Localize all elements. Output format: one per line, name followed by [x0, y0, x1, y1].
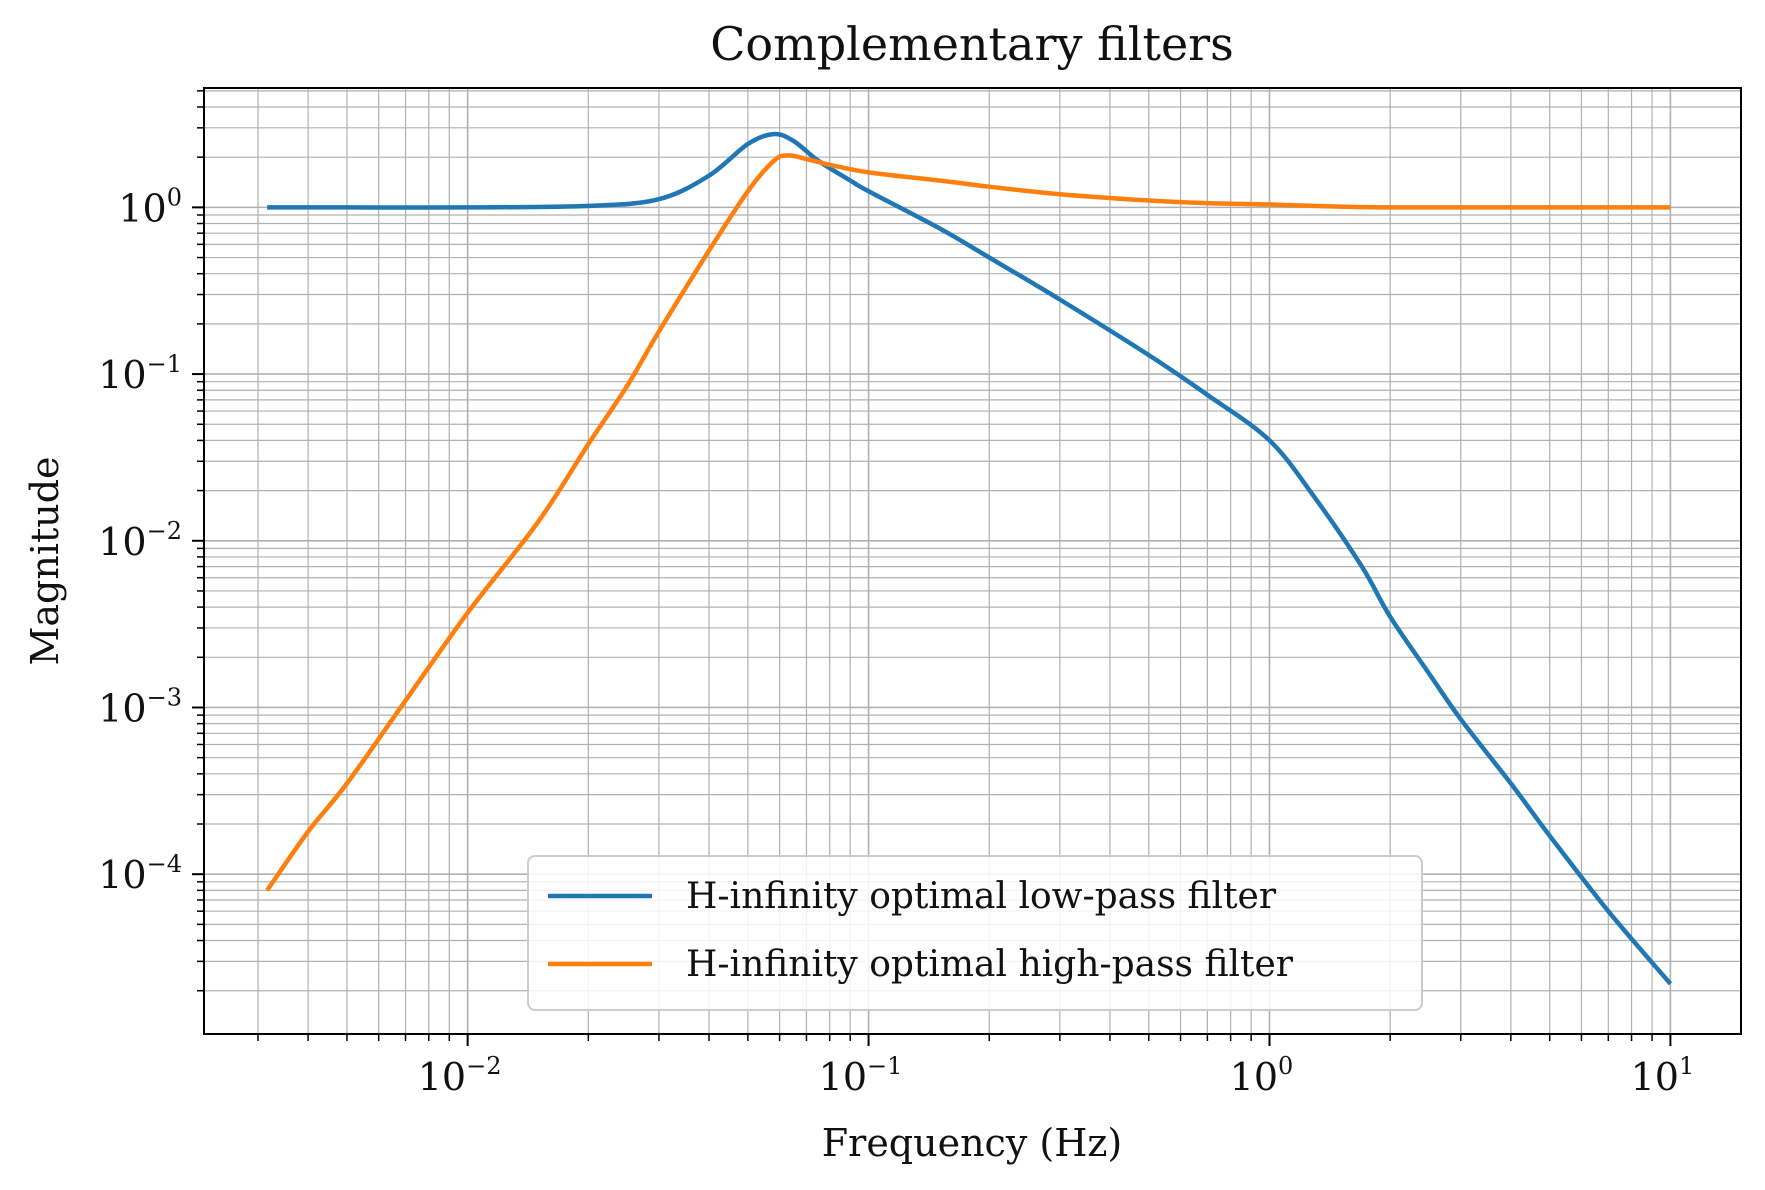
x-axis-label: Frequency (Hz)	[822, 1121, 1122, 1165]
legend: H-infinity optimal low-pass filter H-infi…	[528, 856, 1422, 1010]
legend-entry: H-infinity optimal low-pass filter	[686, 876, 1277, 917]
y-axis-label: Magnitude	[23, 456, 67, 665]
chart-title: Complementary filters	[710, 17, 1234, 71]
legend-entry: H-infinity optimal high-pass filter	[686, 944, 1294, 985]
